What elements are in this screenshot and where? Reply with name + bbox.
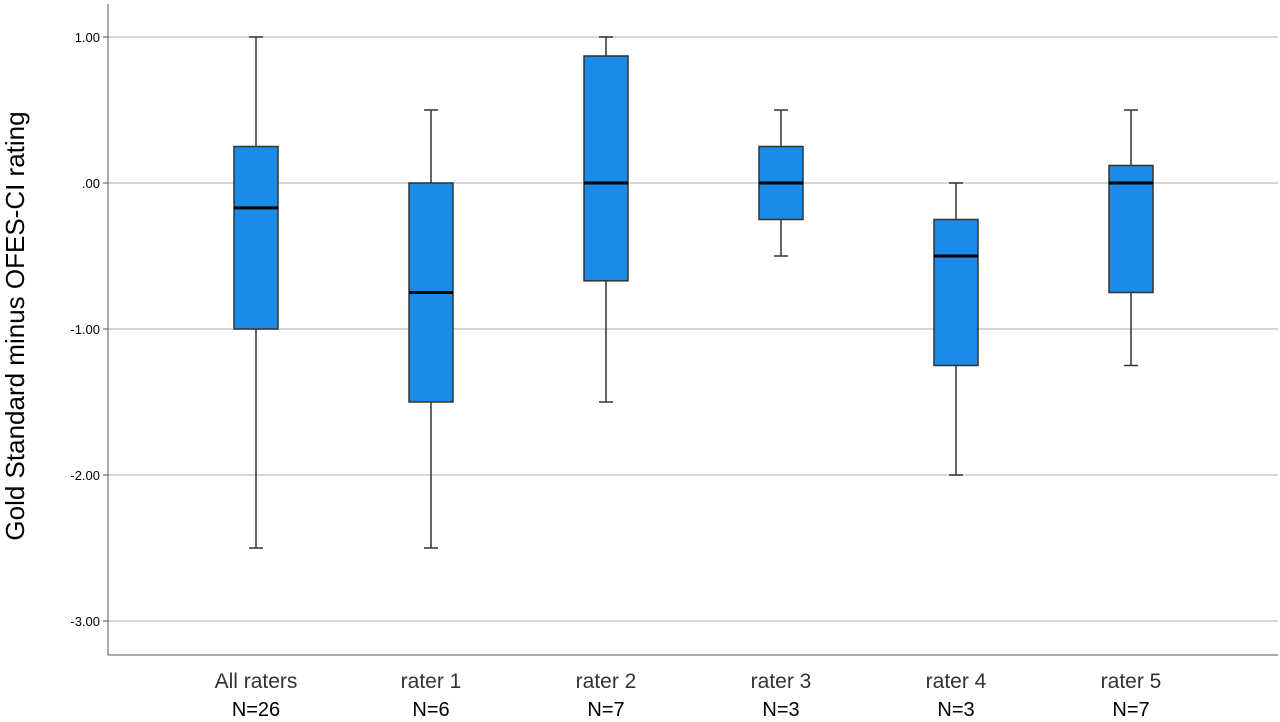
sample-size-label: N=26 — [232, 699, 280, 721]
box-group — [758, 109, 804, 257]
iqr-box — [583, 55, 629, 282]
x-tick-label: rater 3 — [751, 670, 812, 693]
box-group — [233, 36, 279, 549]
box-group — [583, 36, 629, 403]
sample-size-label: N=7 — [587, 699, 624, 721]
y-tick-labels: 1.00 .00 -1.00 -2.00 -3.00 — [70, 30, 100, 629]
sample-size-label: N=3 — [937, 699, 974, 721]
box-group — [933, 182, 979, 476]
x-tick-labels: All raters N=26 rater 1 N=6 rater 2 N=7 rater … — [215, 670, 1162, 721]
sample-size-label: N=7 — [1112, 699, 1149, 721]
y-tick-label: -2.00 — [70, 468, 100, 483]
axes — [103, 4, 1278, 656]
y-tick-label: 1.00 — [75, 30, 100, 45]
iqr-box — [1108, 164, 1154, 294]
box-group — [1108, 109, 1154, 367]
y-axis-label: Gold Standard minus OFES-CI rating — [0, 111, 30, 540]
iqr-box — [233, 145, 279, 330]
sample-size-label: N=3 — [762, 699, 799, 721]
iqr-box — [933, 218, 979, 367]
boxes — [233, 36, 1154, 549]
x-tick-label: All raters — [215, 670, 298, 693]
x-tick-label: rater 5 — [1101, 670, 1162, 693]
x-tick-label: rater 1 — [401, 670, 462, 693]
y-tick-label: -1.00 — [70, 322, 100, 337]
x-tick-label: rater 4 — [926, 670, 987, 693]
x-tick-label: rater 2 — [576, 670, 637, 693]
y-tick-label: -3.00 — [70, 614, 100, 629]
gridlines — [108, 36, 1278, 622]
box-group — [408, 109, 454, 549]
sample-size-label: N=6 — [412, 699, 449, 721]
y-tick-label: .00 — [82, 176, 100, 191]
